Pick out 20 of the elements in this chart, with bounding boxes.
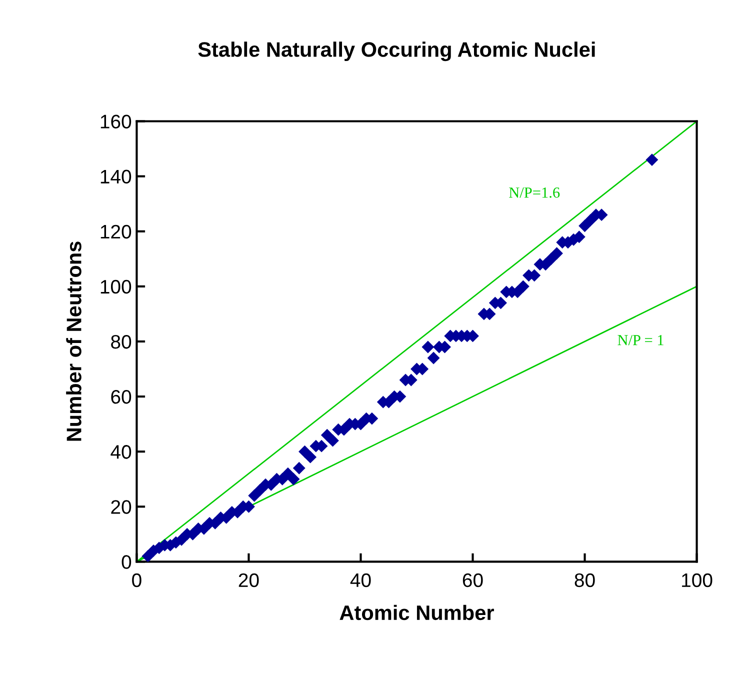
y-axis-title: Number of Neutrons — [66, 242, 82, 441]
y-tick-label: 160 — [100, 114, 132, 128]
y-tick-label: 120 — [100, 224, 132, 239]
y-tick-label: 20 — [111, 500, 132, 514]
y-tick-label: 140 — [100, 170, 132, 184]
x-tick-label: 60 — [462, 573, 483, 588]
x-tick-label: 20 — [238, 573, 259, 588]
y-tick-label: 80 — [111, 334, 132, 349]
y-tick-label: 40 — [110, 445, 132, 459]
series-label: N/P=1.6 — [509, 187, 560, 198]
x-tick-label: 0 — [132, 573, 142, 588]
y-tick-label: 0 — [122, 555, 132, 569]
series-label: N/P = 1 — [618, 335, 664, 346]
x-tick-label: 80 — [574, 573, 595, 588]
x-axis-title: Atomic Number — [340, 604, 494, 620]
y-tick-label: 60 — [111, 390, 132, 404]
x-tick-label: 40 — [350, 573, 371, 588]
chart-title: Stable Naturally Occuring Atomic Nuclei — [198, 42, 595, 62]
y-tick-label: 100 — [100, 280, 132, 294]
x-tick-label: 100 — [682, 573, 712, 588]
